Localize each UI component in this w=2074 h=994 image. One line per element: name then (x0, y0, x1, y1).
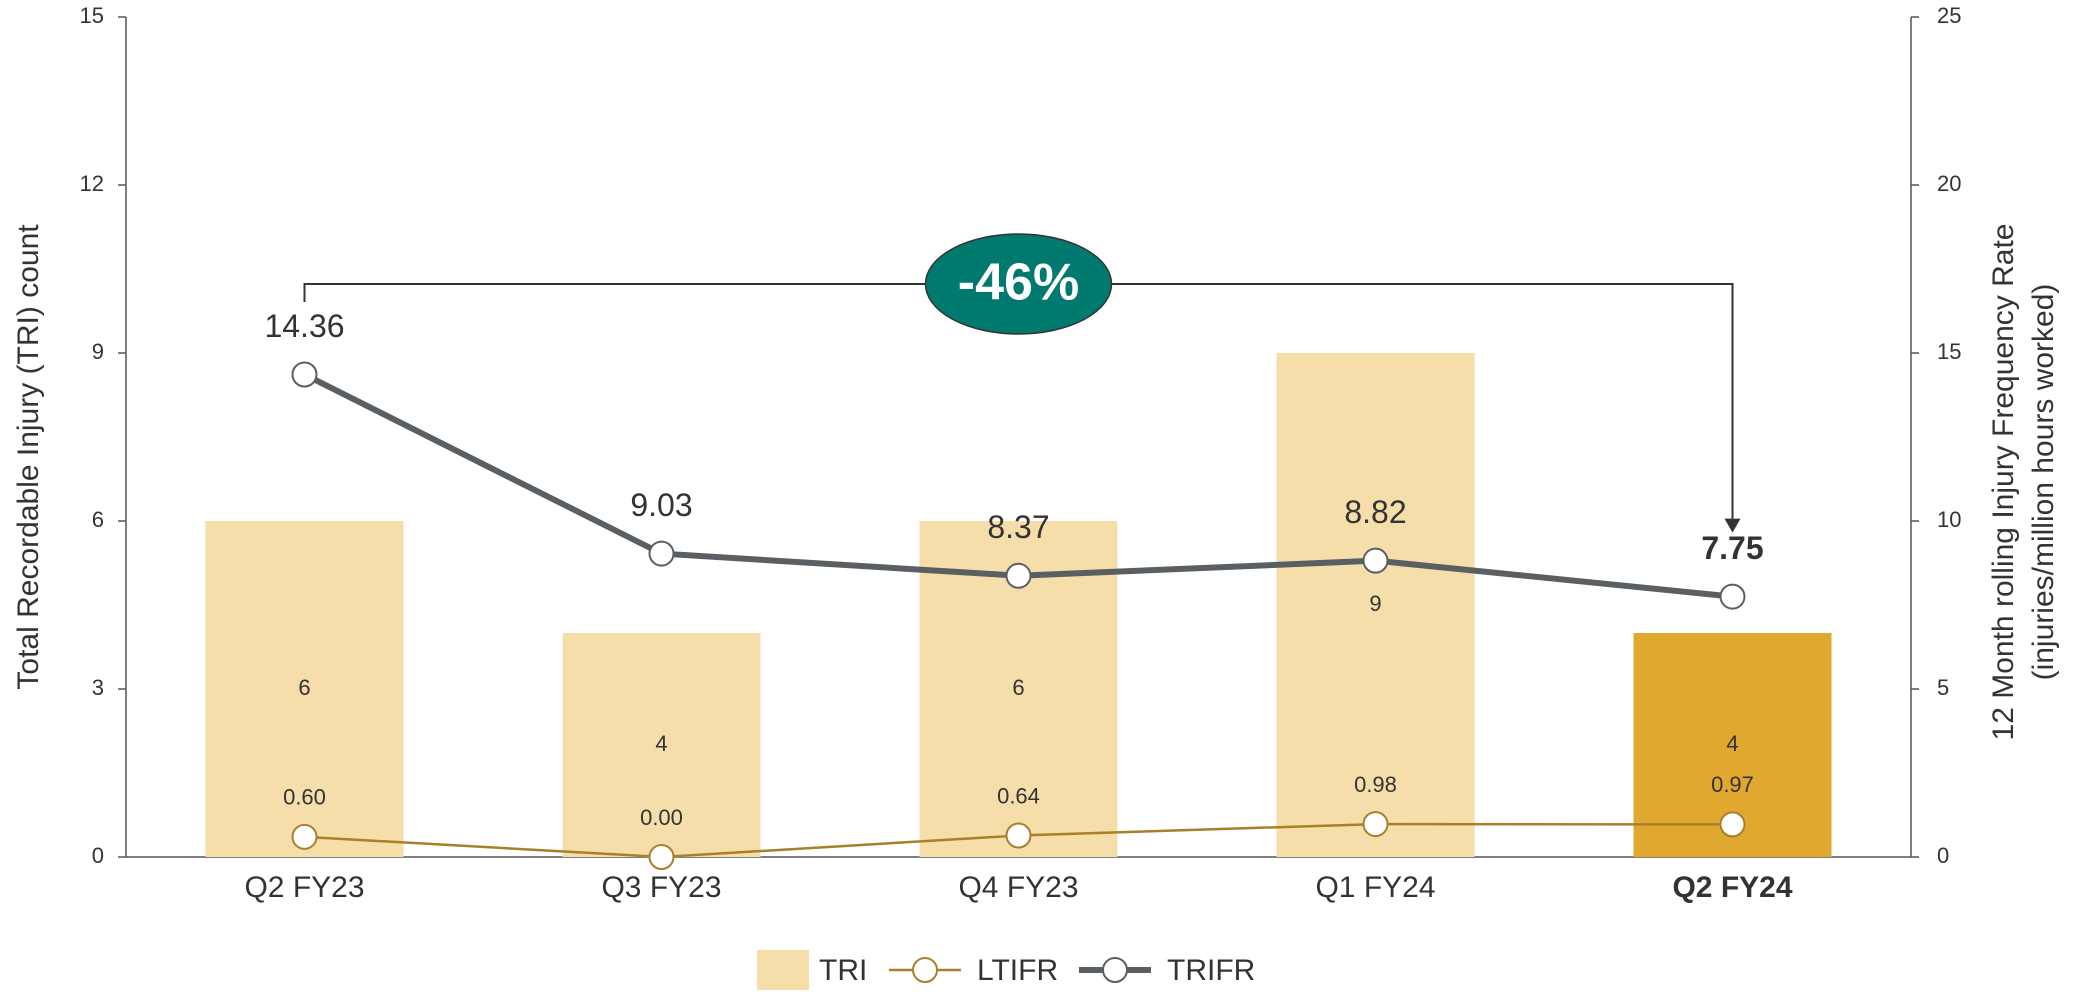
x-tick-label: Q1 FY24 (1315, 871, 1435, 904)
marker (1362, 547, 1389, 574)
annotation-badge (924, 233, 1113, 335)
legend-label: LTIFR (977, 954, 1058, 987)
bar-label: 6 (1012, 675, 1024, 700)
legend-marker (1102, 957, 1128, 983)
bar (562, 633, 761, 857)
y2-tick-label: 10 (1937, 507, 1961, 532)
y2-axis-label: (injuries/million hours worked) (2027, 284, 2060, 681)
marker (648, 844, 675, 870)
legend-label: TRIFR (1167, 954, 1255, 987)
bar (1276, 353, 1475, 857)
y-tick-label: 9 (92, 339, 104, 364)
bar-label: 4 (1726, 731, 1738, 756)
y2-tick-label: 5 (1937, 675, 1949, 700)
point-label: 9.03 (630, 487, 692, 523)
marker (1719, 583, 1746, 610)
arrow-head (1724, 518, 1741, 533)
y-tick-label: 6 (92, 507, 104, 532)
point-label: 0.97 (1711, 772, 1754, 797)
bar-label: 6 (298, 675, 310, 700)
legend-label: TRI (819, 954, 867, 987)
y-tick-label: 12 (80, 171, 104, 196)
y-axis-label: Total Recordable Injury (TRI) count (12, 224, 45, 690)
point-label: 7.75 (1701, 530, 1763, 566)
point-label: 0.64 (997, 783, 1040, 808)
point-label: 0.00 (640, 805, 683, 830)
point-label: 0.60 (283, 785, 326, 810)
legend-swatch (757, 950, 809, 990)
y2-tick-label: 25 (1937, 3, 1961, 28)
x-tick-label: Q4 FY23 (958, 871, 1078, 904)
bar-label: 4 (655, 731, 667, 756)
point-label: 8.37 (987, 509, 1049, 545)
bar-label: 9 (1369, 591, 1381, 616)
y2-tick-label: 0 (1937, 843, 1949, 868)
y2-tick-label: 15 (1937, 339, 1961, 364)
x-tick-label: Q3 FY23 (601, 871, 721, 904)
x-tick-label: Q2 FY23 (244, 871, 364, 904)
y2-axis-label: 12 Month rolling Injury Frequency Rate (1987, 224, 2020, 741)
point-label: 14.36 (264, 308, 344, 344)
annotation: -46% (958, 254, 1079, 312)
marker (291, 823, 318, 850)
marker (1719, 811, 1746, 838)
marker (1005, 562, 1032, 589)
point-label: 8.82 (1344, 494, 1406, 530)
marker (1362, 811, 1389, 838)
legend-marker (912, 957, 938, 983)
x-tick-label: Q2 FY24 (1672, 871, 1792, 904)
y-tick-label: 15 (80, 3, 104, 28)
y-tick-label: 0 (92, 843, 104, 868)
marker (648, 540, 675, 567)
y2-tick-label: 20 (1937, 171, 1961, 196)
bar (205, 521, 404, 857)
point-label: 0.98 (1354, 772, 1397, 797)
marker (291, 361, 318, 388)
y-tick-label: 3 (92, 675, 104, 700)
marker (1005, 822, 1032, 849)
